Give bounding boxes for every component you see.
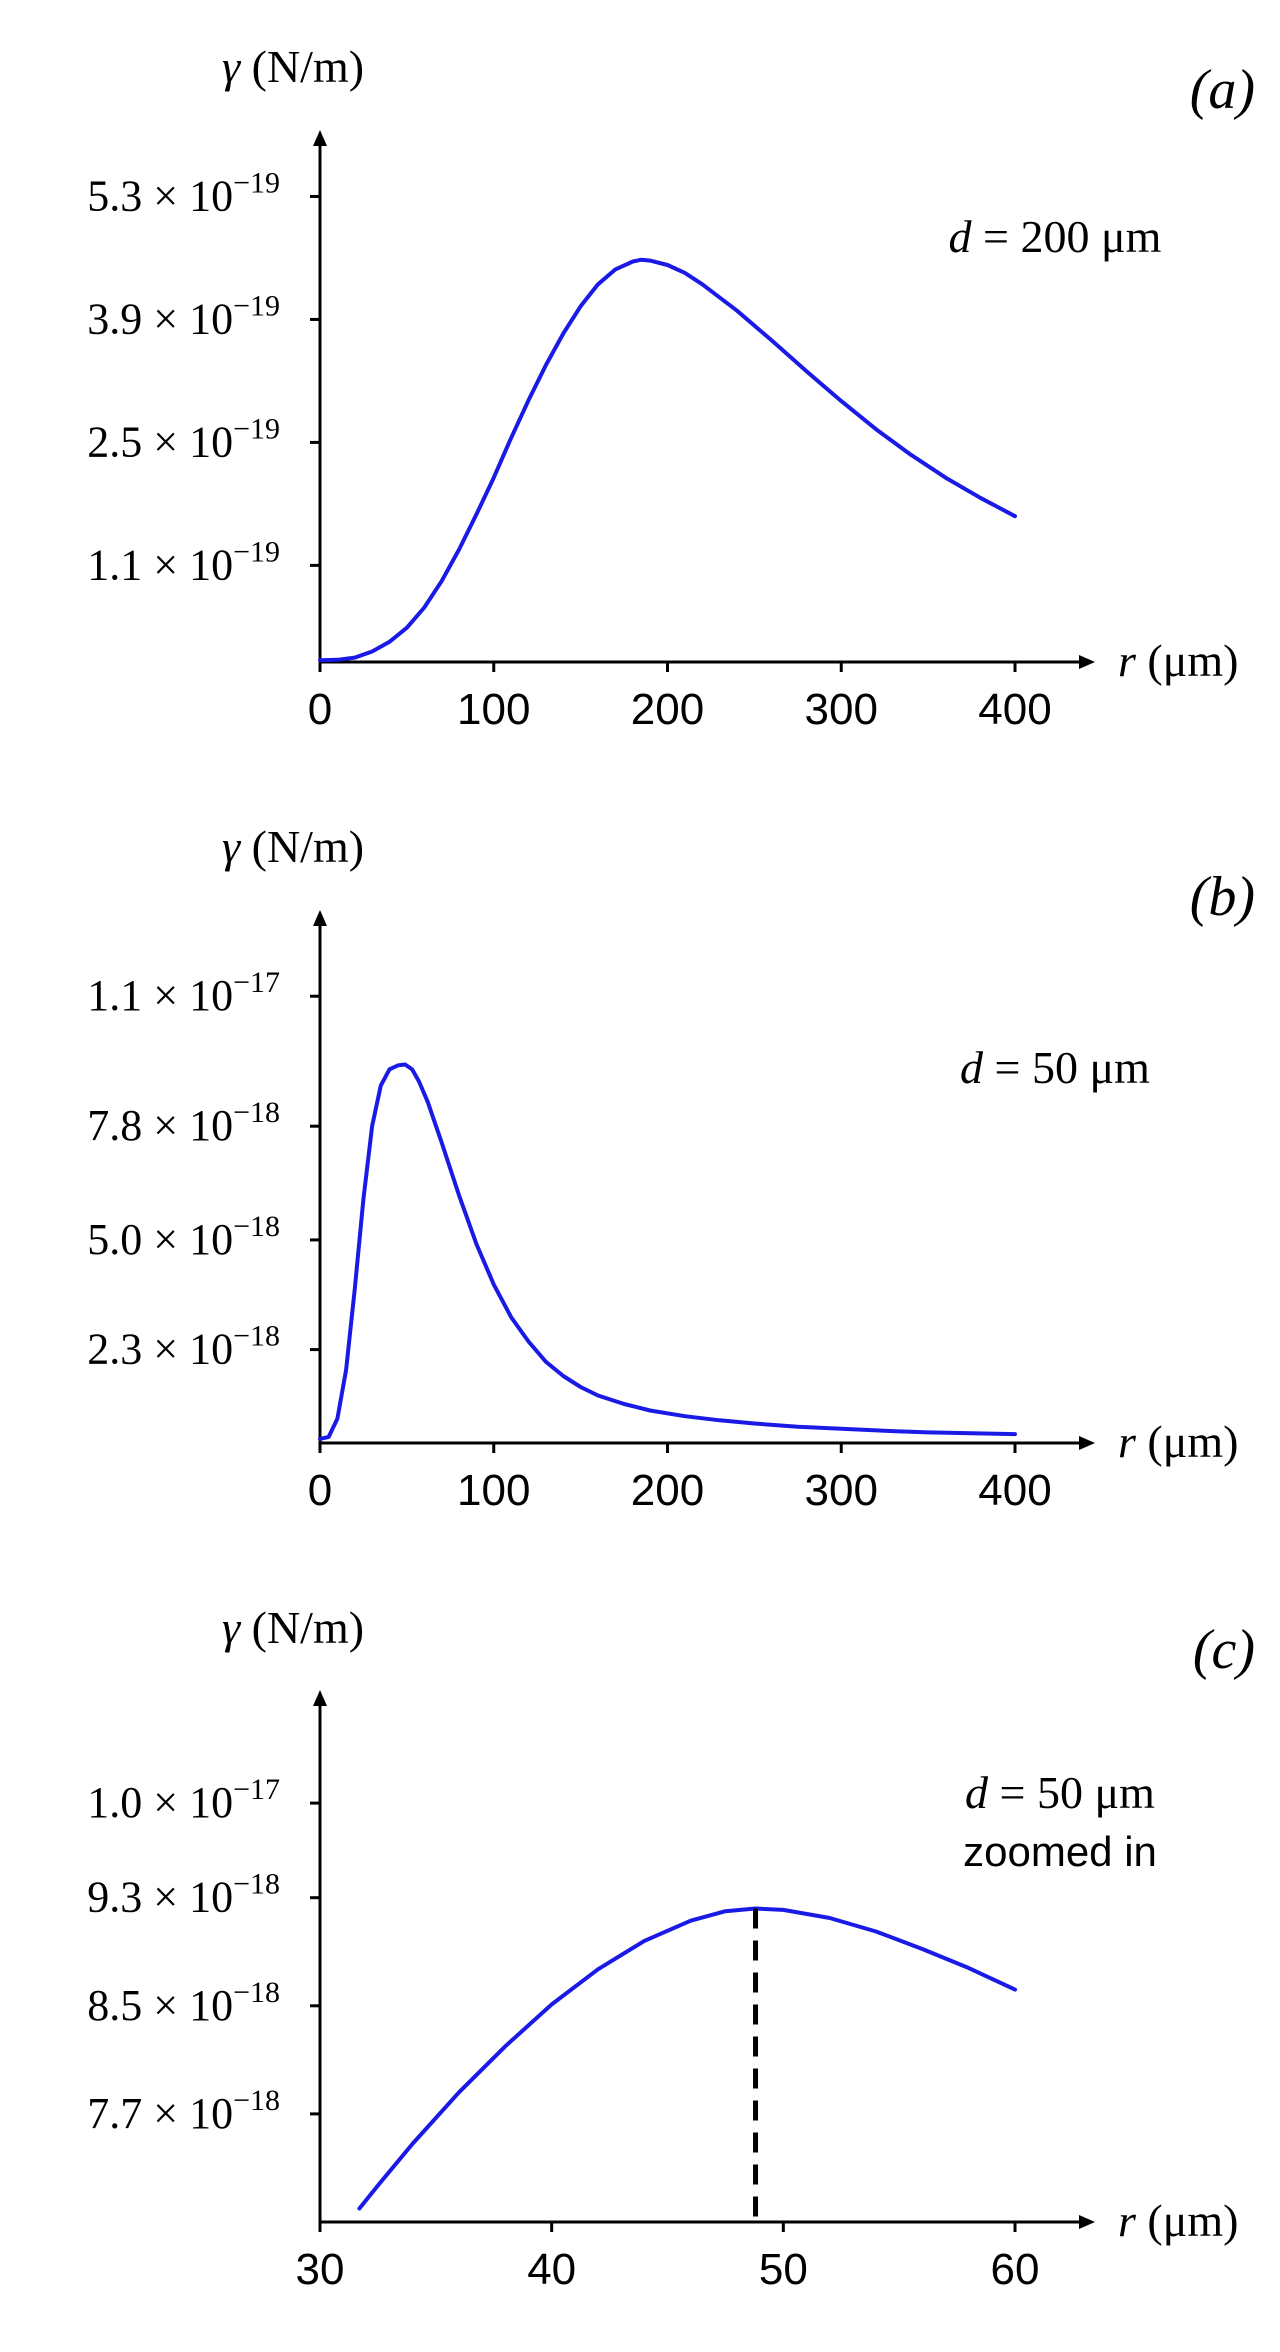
- x-tick-label: 200: [631, 685, 704, 734]
- x-tick-label: 100: [457, 1466, 530, 1515]
- y-axis-arrow: [313, 910, 327, 926]
- x-tick-label: 40: [527, 2245, 576, 2294]
- x-tick-label: 400: [978, 685, 1051, 734]
- y-tick-label: 3.9 × 10−19: [87, 289, 280, 343]
- panel-label: (a): [1190, 59, 1255, 121]
- panel-label: (b): [1190, 866, 1255, 928]
- annotation: d = 200 μm: [949, 211, 1162, 262]
- series-line: [318, 257, 1017, 663]
- x-tick-label: 300: [805, 1466, 878, 1515]
- y-tick-label: 1.1 × 10−19: [87, 535, 280, 589]
- x-tick-label: 0: [308, 1466, 332, 1515]
- annotation: zoomed in: [963, 1828, 1157, 1875]
- x-tick-label: 50: [759, 2245, 808, 2294]
- series-line: [318, 1062, 1017, 1441]
- x-axis-label: r (μm): [1118, 2195, 1239, 2246]
- x-tick-label: 100: [457, 685, 530, 734]
- x-tick-label: 0: [308, 685, 332, 734]
- y-tick-label: 1.1 × 10−17: [87, 966, 280, 1020]
- y-tick-label: 7.8 × 10−18: [87, 1096, 280, 1150]
- y-axis-arrow: [313, 1690, 327, 1706]
- x-tick-label: 400: [978, 1466, 1051, 1515]
- y-tick-label: 7.7 × 10−18: [87, 2084, 280, 2138]
- y-tick-label: 5.0 × 10−18: [87, 1210, 280, 1264]
- chart-panel-a: 0 100 200 300 400 5.3 × 10−19 3.9 × 10−19 2.5 ×…: [87, 41, 1255, 734]
- x-tick-label: 200: [631, 1466, 704, 1515]
- annotation: d = 50 μm: [960, 1042, 1150, 1093]
- x-axis-arrow: [1079, 655, 1095, 669]
- y-tick-label: 1.0 × 10−17: [87, 1773, 280, 1827]
- chart-panel-c: 30 40 50 60 1.0 × 10−17 9.3 × 10−18 8.5 × 10−1…: [87, 1602, 1255, 2294]
- y-axis-arrow: [313, 130, 327, 146]
- y-tick-label: 9.3 × 10−18: [87, 1868, 280, 1922]
- series-line: [357, 1906, 1017, 2211]
- y-axis-label: γ (N/m): [222, 821, 364, 872]
- x-axis-arrow: [1079, 2215, 1095, 2229]
- y-tick-label: 2.5 × 10−19: [87, 412, 280, 466]
- x-axis-label: r (μm): [1118, 1416, 1239, 1467]
- annotation: d = 50 μm: [965, 1767, 1155, 1818]
- y-tick-label: 8.5 × 10−18: [87, 1976, 280, 2030]
- y-tick-label: 2.3 × 10−18: [87, 1320, 280, 1374]
- x-axis-label: r (μm): [1118, 635, 1239, 686]
- panel-label: (c): [1193, 1619, 1255, 1681]
- y-axis-label: γ (N/m): [222, 41, 364, 92]
- y-tick-label: 5.3 × 10−19: [87, 166, 280, 220]
- x-tick-label: 300: [805, 685, 878, 734]
- y-axis-label: γ (N/m): [222, 1602, 364, 1653]
- x-tick-label: 30: [296, 2245, 345, 2294]
- x-axis-arrow: [1079, 1436, 1095, 1450]
- x-tick-label: 60: [991, 2245, 1040, 2294]
- chart-panel-b: 0 100 200 300 400 1.1 × 10−17 7.8 × 10−18 5.0 ×…: [87, 821, 1255, 1515]
